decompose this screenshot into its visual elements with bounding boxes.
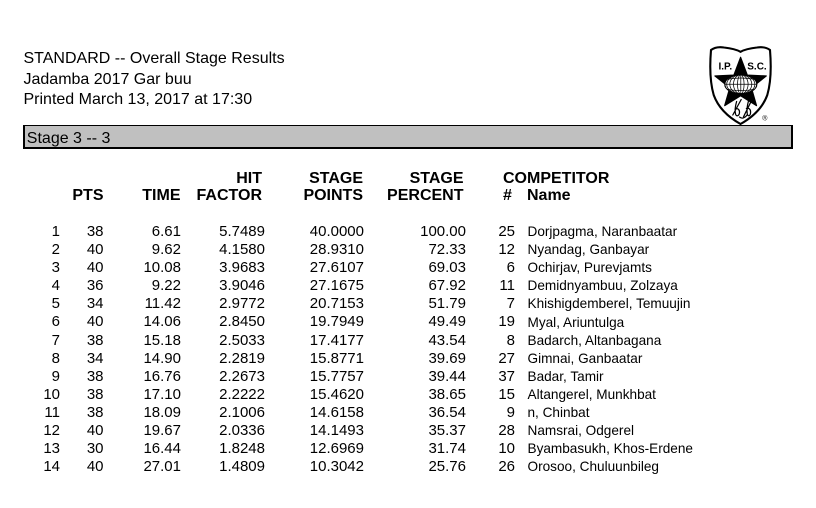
svg-text:S.C.: S.C. [747,62,767,73]
svg-text:®: ® [762,115,768,123]
svg-text:I.P.: I.P. [718,62,732,73]
